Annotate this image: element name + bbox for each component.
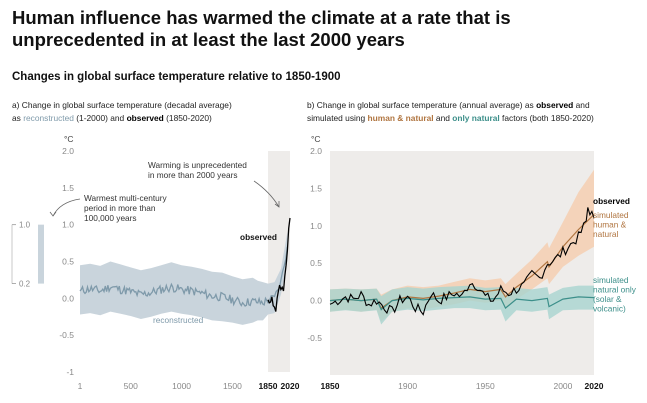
annotation-warmest-period-line-0: Warmest multi-century <box>84 193 168 203</box>
panel-b-label-line2-part-4: factors (both 1850-2020) <box>500 113 594 123</box>
panel-a-x-tick-0: 1 <box>78 381 83 391</box>
panel-a-x-tick-3: 1500 <box>223 381 242 391</box>
panel-a-label-line2-part-2: (1-2000) and <box>74 113 127 123</box>
legend-label-1-line-2: natural <box>593 229 619 239</box>
annotation-warmest-period-arrow <box>52 198 81 217</box>
panel-b-label-line2-part-1: human & natural <box>368 113 434 123</box>
panel-a-y-tick-6: -1 <box>66 367 74 377</box>
reconstructed-range-band <box>80 232 288 325</box>
panel-a-label-line2-part-4: (1850-2020) <box>164 113 212 123</box>
panel-b-label-line2-part-3: only natural <box>452 113 499 123</box>
panel-b-label-line2: simulated using human & natural and only… <box>307 113 594 123</box>
annotation-reconstructed-label: reconstructed <box>153 315 204 325</box>
panel-b-x-tick-3: 2000 <box>553 381 572 391</box>
panel-b-label-line1-part-2: and <box>573 100 590 110</box>
panel-b-x-tick-1: 1900 <box>398 381 417 391</box>
natural-only-range-band <box>330 285 594 325</box>
panel-a-label-line2-part-0: as <box>12 113 23 123</box>
legend-label-2-line-2: (solar & <box>593 294 622 304</box>
panel-a-x-tick-4: 1850 <box>259 381 278 391</box>
panel-b-y-tick-2: 1.0 <box>310 221 322 231</box>
panel-b-label-line1: b) Change in global surface temperature … <box>307 100 590 110</box>
panel-a-label-line2: as reconstructed (1-2000) and observed (… <box>12 113 212 123</box>
legend-label-1-line-0: simulated <box>593 210 629 220</box>
panel-b-y-tick-3: 0.5 <box>310 258 322 268</box>
annotation-unprecedented-arrow <box>253 180 280 208</box>
panel-b-label-line1-part-1: observed <box>536 100 573 110</box>
panel-a-observed-line <box>267 217 291 312</box>
annotation-unprecedented-line-0: Warming is unprecedented <box>148 160 247 170</box>
panel-a-unit: °C <box>64 134 74 144</box>
panel-a-shaded-period <box>268 151 290 372</box>
annotation-warmest-period-line-2: 100,000 years <box>84 213 137 223</box>
reconstructed-line <box>79 246 289 307</box>
multi-century-range-bar <box>38 224 44 284</box>
panel-b-y-tick-4: 0.0 <box>310 296 322 306</box>
multi-century-range-label-low: 0.2 <box>19 280 31 289</box>
panel-b-observed-line <box>329 207 595 316</box>
panel-b-label-line2-part-0: simulated using <box>307 113 368 123</box>
legend-label-0-line-0: observed <box>593 196 630 206</box>
legend-label-1-line-1: human & <box>593 220 627 230</box>
panel-a-y-tick-3: 0.5 <box>62 257 74 267</box>
panel-b-unit: °C <box>311 134 321 144</box>
annotation-observed-label: observed <box>240 232 277 242</box>
panel-b-x-tick-2: 1950 <box>476 381 495 391</box>
panel-a-label-line2-part-1: reconstructed <box>23 113 74 123</box>
annotation-warmest-period-arrowhead <box>49 211 57 217</box>
panel-a-y-tick-4: 0.0 <box>62 293 74 303</box>
annotation-unprecedented-line-1: in more than 2000 years <box>148 170 237 180</box>
panel-a-label-line2-part-3: observed <box>127 113 164 123</box>
panel-b-y-tick-1: 1.5 <box>310 183 322 193</box>
panel-b-x-tick-4: 2020 <box>585 381 604 391</box>
panel-b-y-tick-5: -0.5 <box>307 333 322 343</box>
panel-a-y-tick-5: -0.5 <box>59 330 74 340</box>
panel-b-label-line1-part-0: b) Change in global surface temperature … <box>307 100 536 110</box>
panel-a-x-tick-1: 500 <box>124 381 138 391</box>
panel-a-y-tick-0: 2.0 <box>62 146 74 156</box>
annotation-warmest-period-line-1: period in more than <box>84 203 156 213</box>
panel-a-y-tick-2: 1.0 <box>62 220 74 230</box>
panel-a-x-tick-5: 2020 <box>281 381 300 391</box>
legend-label-2-line-0: simulated <box>593 275 629 285</box>
multi-century-range-label-high: 1.0 <box>19 221 31 230</box>
panel-b-label-line2-part-2: and <box>434 113 453 123</box>
legend-label-2-line-1: natural only <box>593 285 637 295</box>
panel-a-y-tick-1: 1.5 <box>62 183 74 193</box>
panel-a-label-line1: a) Change in global surface temperature … <box>12 100 232 110</box>
panel-a-x-tick-2: 1000 <box>172 381 191 391</box>
human-natural-range-band <box>330 169 594 322</box>
annotation-unprecedented-arrowhead <box>274 201 280 208</box>
panel-b-y-tick-0: 2.0 <box>310 146 322 156</box>
legend-label-2-line-3: volcanic) <box>593 304 626 314</box>
figure-title: Human influence has warmed the climate a… <box>12 7 511 50</box>
panel-b-x-tick-0: 1850 <box>321 381 340 391</box>
panel-a-label-line1-part-0: a) Change in global surface temperature … <box>12 100 232 110</box>
figure-subtitle: Changes in global surface temperature re… <box>12 71 341 83</box>
